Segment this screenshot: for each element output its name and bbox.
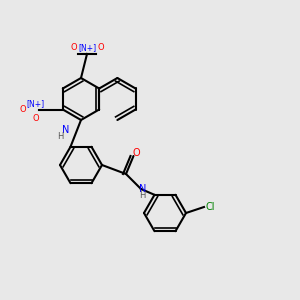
Text: Cl: Cl (205, 202, 215, 212)
Text: O: O (70, 44, 77, 52)
Text: N: N (61, 125, 69, 135)
Text: O: O (97, 44, 104, 52)
Text: H: H (139, 190, 146, 200)
Text: [N+]: [N+] (78, 44, 96, 52)
Text: N: N (139, 184, 146, 194)
Text: [N+]: [N+] (27, 99, 45, 108)
Text: H: H (57, 132, 63, 141)
Text: O: O (32, 114, 39, 123)
Text: O: O (19, 105, 26, 114)
Text: O: O (133, 148, 140, 158)
